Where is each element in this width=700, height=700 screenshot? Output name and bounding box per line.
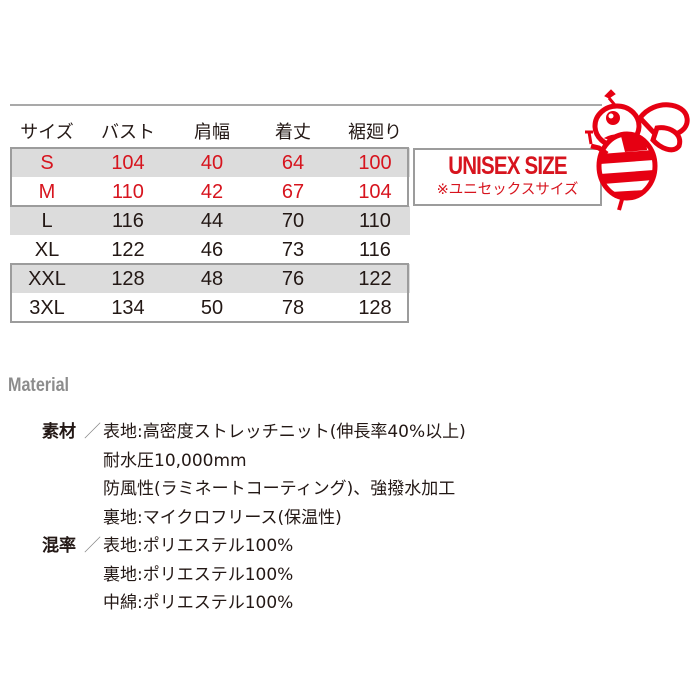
cell-length: 64 (281, 152, 305, 174)
cell-bust: 122 (111, 239, 145, 261)
material-line: 耐水圧10,000mm (103, 450, 247, 471)
cell-shoulder: 40 (200, 152, 224, 174)
top-divider (10, 104, 602, 106)
table-row: M 110 42 67 104 (10, 177, 410, 206)
table-row: XL 122 46 73 116 (10, 235, 410, 264)
table-row: 3XL 134 50 78 128 (10, 293, 410, 322)
table-row: L 116 44 70 110 (10, 206, 410, 235)
material-line: 防風性(ラミネートコーティング)、強撥水加工 (103, 479, 456, 499)
cell-size: M (38, 181, 56, 203)
cell-shoulder: 50 (200, 297, 224, 319)
bee-mascot-icon (585, 89, 690, 211)
header-hem: 裾廻り (348, 122, 402, 143)
header-bust: バスト (101, 122, 155, 143)
unisex-subtitle: ※ユニセックスサイズ (436, 182, 579, 198)
header-size: サイズ (20, 122, 74, 143)
material-line: 裏地:ポリエステル100% (103, 564, 294, 585)
cell-hem: 128 (358, 297, 392, 319)
cell-length: 70 (281, 210, 305, 232)
cell-length: 78 (281, 297, 305, 319)
cell-shoulder: 44 (200, 210, 224, 232)
table-row: S 104 40 64 100 (10, 148, 410, 177)
cell-size: L (41, 210, 53, 232)
cell-bust: 134 (111, 297, 145, 319)
cell-hem: 122 (358, 268, 392, 290)
cell-length: 76 (281, 268, 305, 290)
cell-bust: 116 (112, 210, 144, 232)
header-length: 着丈 (275, 122, 311, 143)
separator: ／ (84, 422, 101, 442)
cell-bust: 110 (112, 181, 144, 203)
unisex-size-badge: UNISEX SIZE ※ユニセックスサイズ (413, 148, 602, 206)
header-shoulder: 肩幅 (194, 122, 230, 143)
cell-shoulder: 46 (200, 239, 224, 261)
cell-bust: 128 (111, 268, 145, 290)
material-title: Material (8, 375, 70, 396)
material-line: 中綿:ポリエステル100% (103, 593, 294, 613)
cell-hem: 110 (359, 210, 391, 232)
material-line: 表地:ポリエステル100% (103, 536, 294, 556)
cell-shoulder: 42 (200, 181, 224, 203)
cell-size: XXL (28, 268, 66, 290)
highlight-box-s-m (10, 147, 409, 207)
material-label: 混率 (42, 536, 76, 556)
cell-hem: 100 (358, 152, 392, 174)
cell-size: S (40, 152, 54, 174)
material-line: 表地:高密度ストレッチニット(伸長率40%以上) (103, 422, 466, 442)
separator: ／ (84, 536, 101, 556)
cell-shoulder: 48 (200, 268, 224, 290)
unisex-title: UNISEX SIZE (448, 152, 567, 180)
cell-size: XL (34, 239, 60, 261)
cell-hem: 116 (359, 239, 391, 261)
cell-hem: 104 (358, 181, 392, 203)
material-label: 素材 (42, 422, 76, 442)
table-row: XXL 128 48 76 122 (10, 264, 410, 293)
cell-length: 67 (281, 181, 305, 203)
cell-size: 3XL (29, 297, 65, 319)
cell-bust: 104 (111, 152, 145, 174)
material-line: 裏地:マイクロフリース(保温性) (103, 507, 342, 528)
cell-length: 73 (281, 239, 305, 261)
highlight-box-xxl-3xl (10, 263, 409, 323)
